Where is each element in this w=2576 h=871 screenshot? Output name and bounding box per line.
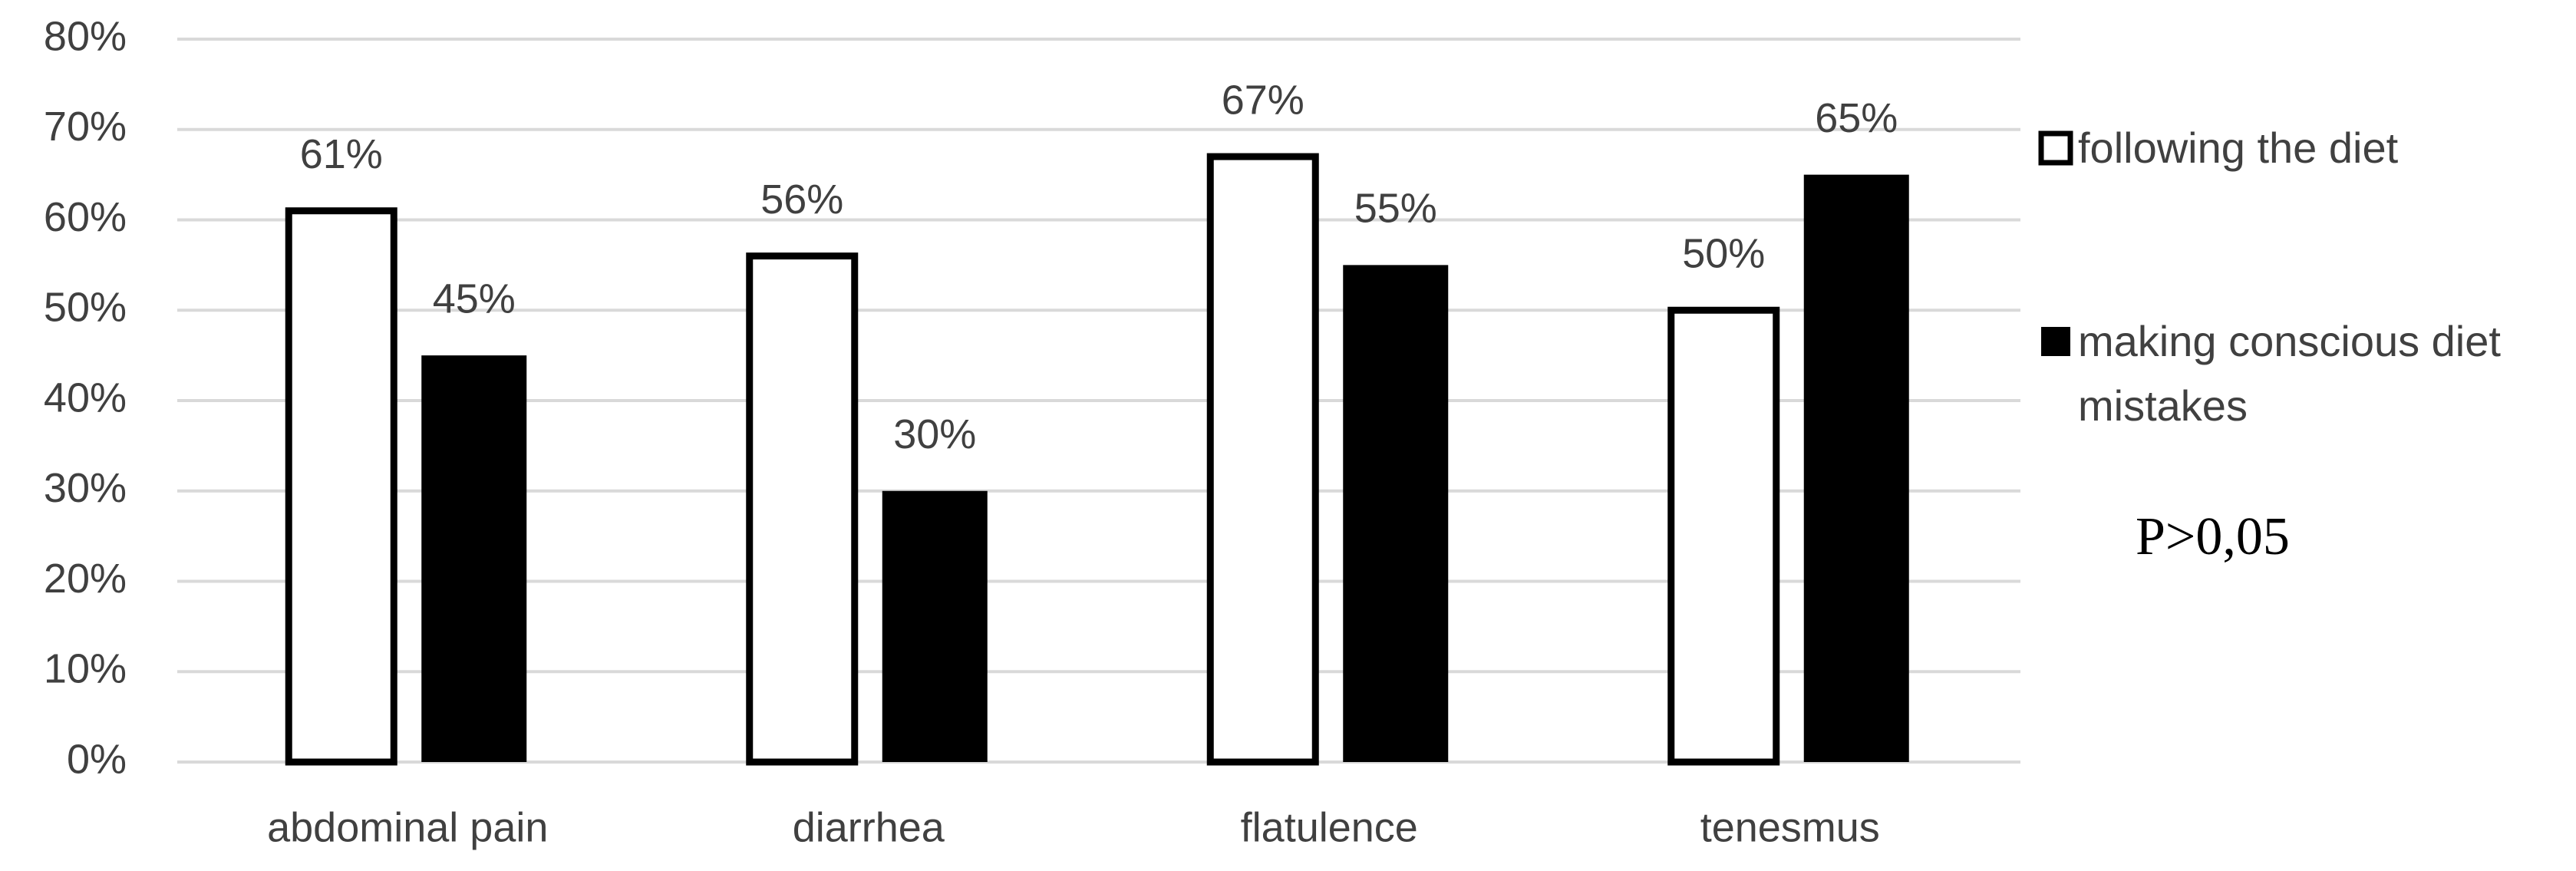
legend-entry: following the diet <box>2078 124 2399 172</box>
y-tick-label: 20% <box>44 556 127 602</box>
bar <box>1343 265 1449 762</box>
x-tick-label: tenesmus <box>1700 804 1880 850</box>
annotation: P>0,05 <box>2136 507 2290 566</box>
bar <box>285 207 397 766</box>
y-tick-label: 70% <box>44 104 127 150</box>
bar <box>882 490 988 762</box>
y-tick-label: 0% <box>67 736 127 782</box>
bar <box>1206 153 1319 766</box>
legend-swatch <box>2038 130 2073 166</box>
x-tick-label: abdominal pain <box>267 804 548 850</box>
x-tick-label: flatulence <box>1241 804 1418 850</box>
bar <box>1803 174 1909 762</box>
y-tick-label: 60% <box>44 194 127 240</box>
bar <box>1667 306 1780 766</box>
x-tick-label: diarrhea <box>793 804 945 850</box>
legend-swatch <box>2041 327 2070 356</box>
bar <box>421 355 527 762</box>
y-tick-label: 40% <box>44 374 127 421</box>
bar <box>746 252 859 766</box>
legend-label: making conscious diet mistakes <box>2078 317 2501 430</box>
value-label: 67% <box>1222 77 1304 123</box>
value-label: 55% <box>1354 186 1437 232</box>
y-tick-label: 30% <box>44 465 127 511</box>
value-label: 45% <box>433 275 516 322</box>
y-tick-label: 10% <box>44 646 127 692</box>
value-label: 65% <box>1815 95 1898 141</box>
value-label: 61% <box>300 131 383 177</box>
value-label: 50% <box>1682 231 1765 277</box>
value-label: 56% <box>760 177 843 223</box>
legend-entry: making conscious diet mistakes <box>2078 317 2501 430</box>
value-label: 30% <box>893 411 976 457</box>
y-tick-label: 80% <box>44 13 127 59</box>
legend-label: following the diet <box>2078 124 2399 172</box>
y-tick-label: 50% <box>44 285 127 331</box>
